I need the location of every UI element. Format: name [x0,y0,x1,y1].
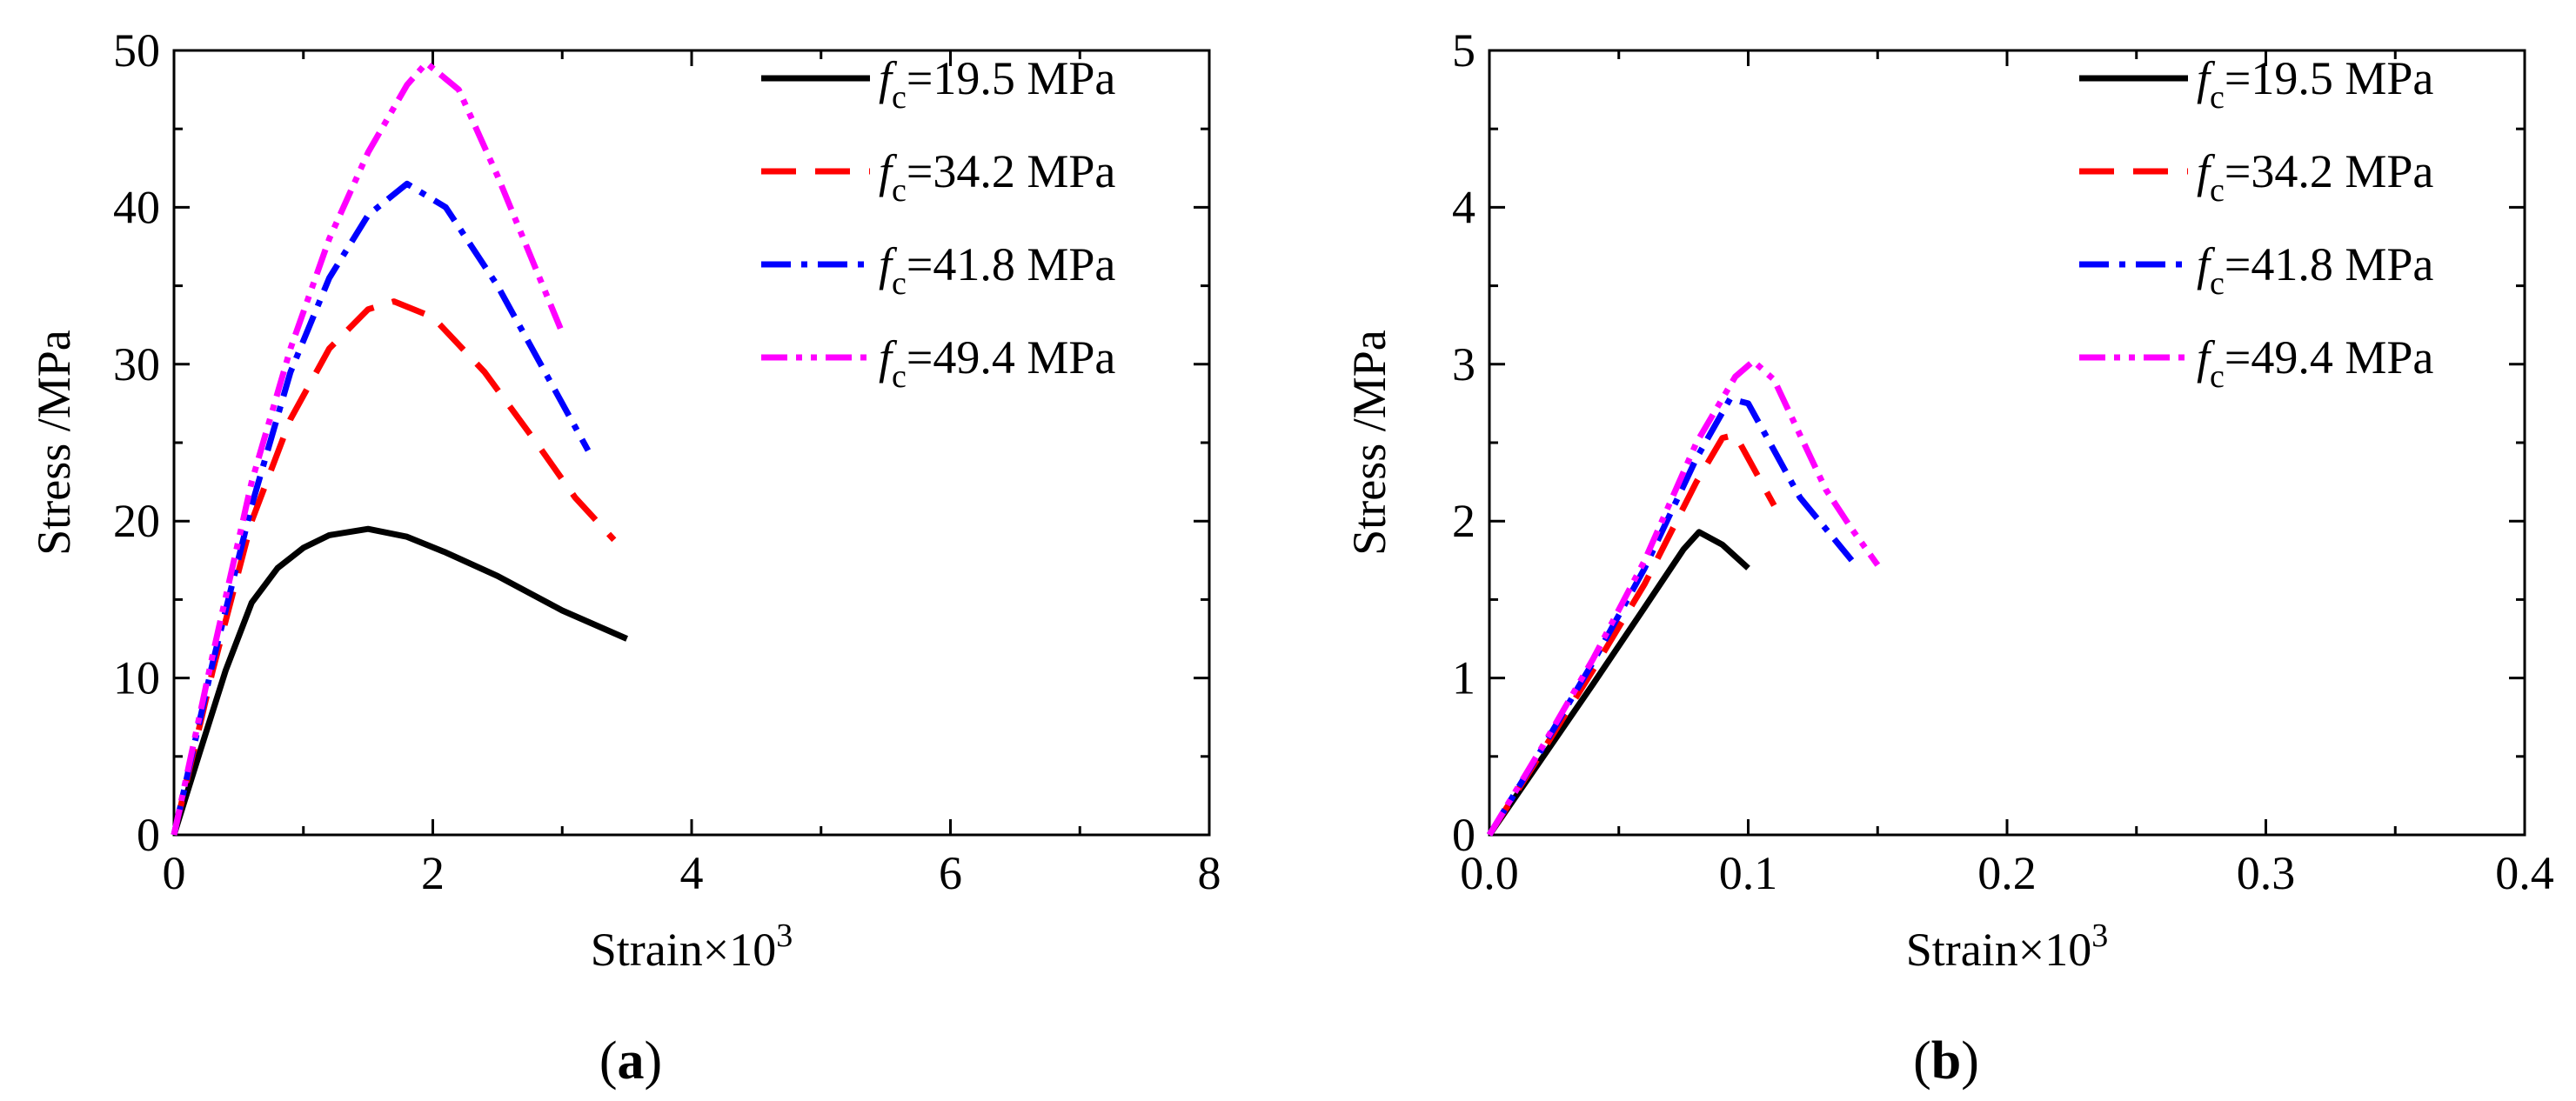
legend-label-1: fc=19.5 MPa [2197,52,2433,116]
y-tick-label: 3 [1452,338,1475,390]
legend-value: =19.5 MPa [2225,52,2434,104]
legend-value: =34.2 MPa [2225,145,2434,197]
legend-subscript: c [892,265,907,302]
x-tick-label: 2 [421,847,445,899]
legend-subscript: c [892,358,907,395]
x-tick-label: 0.0 [1460,847,1519,899]
legend-value: =34.2 MPa [907,145,1116,197]
panel-label-letter: b [1931,1031,1961,1091]
legend-subscript: c [2210,79,2225,116]
legend-label-2: fc=34.2 MPa [2197,145,2433,209]
x-tick-label: 8 [1198,847,1221,899]
panel-label: (b) [1913,1031,1979,1091]
series-line-3 [171,180,592,836]
y-tick-label: 0 [1452,809,1475,861]
series-line-1 [1487,529,1750,837]
legend-subscript: c [2210,358,2225,395]
legend-label-1: fc=19.5 MPa [879,52,1115,116]
y-axis-title: Stress /MPa [28,330,80,556]
panel-label: (a) [599,1031,662,1091]
legend-subscript: c [2210,265,2225,302]
series-line-1 [171,525,629,837]
x-tick-label: 4 [680,847,704,899]
chart-panel-a: 0 2 4 6 8 0 10 20 30 40 50 Strain×103 Stress /MPa fc=… [28,24,1221,1091]
y-tick-label: 1 [1452,652,1475,704]
panel-label-open: ( [599,1031,618,1091]
series-line-4 [1486,357,1881,837]
y-tick-label: 40 [113,181,160,233]
x-axis-title: Strain×103 [591,918,793,976]
legend-value: =49.4 MPa [2225,331,2434,384]
legend-subscript: c [892,172,907,209]
legend-label-4: fc=49.4 MPa [879,331,1115,395]
legend-label-4: fc=49.4 MPa [2197,331,2433,395]
y-tick-label: 50 [113,24,160,77]
x-axis-title-text: Strain×10 [1906,924,2091,976]
legend-label-3: fc=41.8 MPa [2197,238,2433,302]
y-tick-label: 20 [113,495,160,547]
y-tick-label: 30 [113,338,160,390]
x-axis-title-superscript: 3 [776,918,793,954]
x-axis-title: Strain×103 [1906,918,2108,976]
legend-value: =41.8 MPa [907,238,1116,290]
series-line-2 [171,298,617,836]
x-axis-title-text: Strain×10 [591,924,776,976]
panel-label-open: ( [1913,1031,1931,1091]
x-axis-title-superscript: 3 [2091,918,2108,954]
series-line-4 [171,59,565,836]
x-tick-label: 0.3 [2237,847,2296,899]
legend-value: =41.8 MPa [2225,238,2434,290]
x-tick-label: 0 [163,847,186,899]
legend-label-2: fc=34.2 MPa [879,145,1115,209]
y-tick-label: 5 [1452,24,1475,77]
x-tick-label: 0.4 [2495,847,2554,899]
panel-label-close: ) [645,1031,663,1091]
legend-value: =19.5 MPa [907,52,1116,104]
y-tick-label: 4 [1452,181,1475,233]
y-axis-title: Stress /MPa [1343,330,1395,556]
y-tick-label: 2 [1452,495,1475,547]
legend-subscript: c [892,79,907,116]
y-tick-label: 0 [137,809,160,861]
series-line-3 [1487,396,1855,837]
legend-subscript: c [2210,172,2225,209]
panel-label-close: ) [1961,1031,1979,1091]
x-tick-label: 0.1 [1719,847,1778,899]
x-tick-label: 6 [939,847,962,899]
x-tick-label: 0.2 [1977,847,2037,899]
legend-value: =49.4 MPa [907,331,1116,384]
legend-label-3: fc=41.8 MPa [879,238,1115,302]
y-tick-label: 10 [113,652,160,704]
panel-label-letter: a [618,1031,645,1091]
